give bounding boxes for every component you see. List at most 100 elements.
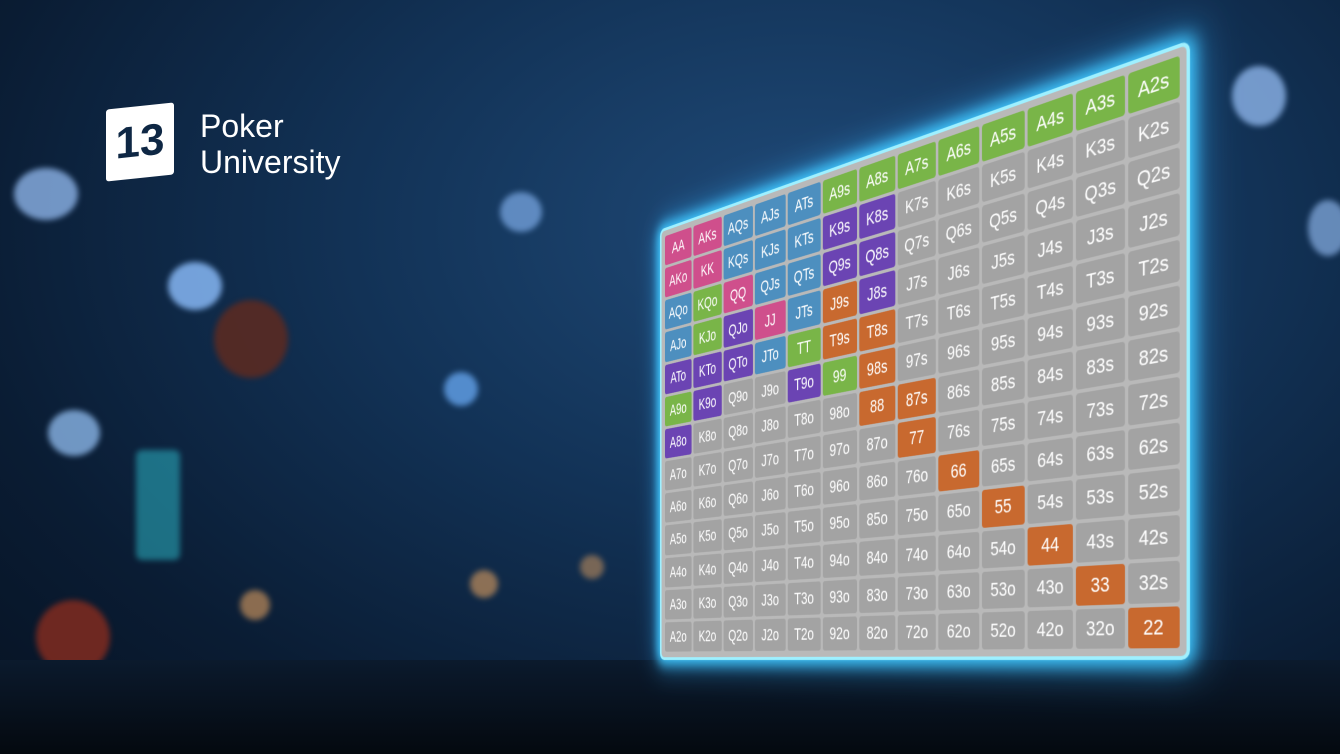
hand-cell: 86o — [859, 461, 896, 501]
hand-cell: 83s — [1076, 341, 1125, 391]
hand-cell: 87o — [859, 423, 896, 464]
bokeh — [14, 168, 78, 220]
hand-cell: J9o — [754, 370, 786, 410]
hand-cell: 98s — [859, 346, 896, 389]
hand-cell: J2o — [754, 618, 786, 652]
hand-cell: T8o — [787, 399, 821, 439]
hand-cell: 92o — [822, 616, 857, 651]
hand-cell: A7o — [664, 457, 692, 491]
hand-cell: 76o — [897, 456, 937, 497]
hand-cell: A6o — [664, 489, 692, 523]
hand-cell: J8s — [859, 270, 896, 315]
hand-cell: KJs — [754, 229, 786, 271]
hand-cell: 54o — [981, 527, 1025, 569]
hand-cell: Q7o — [723, 446, 753, 483]
hand-cell: QTs — [787, 254, 821, 297]
hand-cell: A9o — [664, 391, 692, 427]
hand-cell: KK — [693, 250, 722, 290]
hand-cell: J6o — [754, 476, 786, 513]
hand-cell: 63s — [1076, 430, 1125, 477]
hand-cell: T3o — [787, 581, 821, 616]
hand-cell: 54s — [1027, 480, 1074, 524]
bokeh — [168, 262, 222, 310]
hand-cell: Q9s — [822, 243, 857, 287]
hand-cell: 73s — [1076, 385, 1125, 434]
hand-cell: T8s — [859, 308, 896, 352]
hand-cell: Q9o — [723, 377, 753, 416]
logo-text: University — [200, 144, 341, 180]
hand-cell: 95o — [822, 504, 857, 542]
hand-cell: 84s — [1027, 351, 1074, 399]
hand-cell: Q4o — [723, 550, 753, 584]
hand-cell: 32s — [1127, 560, 1180, 604]
hand-cell: 64o — [938, 531, 980, 571]
hand-cell: J4s — [1027, 222, 1074, 273]
hand-cell: KTo — [693, 351, 722, 389]
hand-cell: 74s — [1027, 394, 1074, 440]
hand-cell: K5o — [693, 519, 722, 553]
hand-cell: 53s — [1076, 474, 1125, 520]
hand-cell: 82o — [859, 615, 896, 651]
hand-cell: 44 — [1027, 523, 1074, 566]
bokeh — [1232, 66, 1286, 126]
hand-cell: 94s — [1027, 308, 1074, 357]
hand-cell: AJo — [664, 325, 692, 363]
hand-cell: K9o — [693, 384, 722, 421]
hand-cell: 88 — [859, 385, 896, 427]
hand-cell: J4o — [754, 547, 786, 582]
table-surface — [0, 660, 1340, 754]
hand-cell: J3o — [754, 583, 786, 617]
hand-cell: 42s — [1127, 514, 1180, 560]
hand-cell: TT — [787, 326, 821, 368]
hand-cell: 77 — [897, 416, 937, 459]
hand-cell: T7s — [897, 298, 937, 344]
hand-cell: A4o — [664, 555, 692, 588]
hand-cell: 74o — [897, 535, 937, 574]
hand-cell: QJo — [723, 308, 753, 348]
bokeh — [1308, 200, 1340, 256]
hand-cell: K7o — [693, 452, 722, 487]
hand-cell: T9o — [787, 363, 821, 403]
hand-cell: 98o — [822, 392, 857, 433]
light — [136, 450, 180, 560]
logo-text: Poker — [200, 108, 284, 144]
hand-cell: JTo — [754, 335, 786, 375]
hand-cell: 75s — [981, 402, 1025, 447]
hand-cell: T5s — [981, 277, 1025, 325]
hand-cell: 42o — [1027, 609, 1074, 650]
hand-cell: 95s — [981, 318, 1025, 366]
hand-cell: 66 — [938, 450, 980, 492]
hand-cell: 33 — [1076, 563, 1125, 606]
hand-cell: J9s — [822, 280, 857, 324]
hand-cell: 87s — [897, 377, 937, 420]
hand-cell: AKo — [664, 259, 692, 298]
bokeh — [444, 372, 478, 406]
hand-cell: K4o — [693, 553, 722, 586]
hand-cell: QJs — [754, 264, 786, 306]
hand-cell: Q8o — [723, 412, 753, 449]
hand-cell: 43o — [1027, 566, 1074, 608]
bokeh — [240, 590, 270, 620]
hand-cell: Q5o — [723, 515, 753, 551]
hand-cell: T7o — [787, 435, 821, 474]
hand-cell: 72s — [1127, 376, 1180, 426]
hand-cell: J7o — [754, 441, 786, 479]
hand-cell: Q6s — [938, 207, 980, 256]
hand-cell: A5o — [664, 522, 692, 556]
hand-cell: Q3o — [723, 585, 753, 618]
bokeh — [580, 555, 604, 579]
logo-mark: 13 — [106, 102, 174, 182]
hand-cell: 65s — [981, 444, 1025, 488]
hand-cell: 62s — [1127, 422, 1180, 471]
hand-cell: Q2o — [723, 619, 753, 652]
hand-cell: KQs — [723, 239, 753, 281]
hand-cell: KQo — [693, 283, 722, 323]
hand-cell: 32o — [1076, 607, 1125, 649]
hand-cell: 52s — [1127, 468, 1180, 515]
hand-cell: 63o — [938, 571, 980, 611]
hand-cell: A3o — [664, 588, 692, 620]
hand-cell: J8o — [754, 406, 786, 444]
hand-cell: K2o — [693, 620, 722, 652]
hand-cell: 53o — [981, 569, 1025, 609]
range-grid: AA AKs AQs AJs ATs A9s A8s A7s A6s A5s A4s A3s A2s AK… — [659, 40, 1190, 660]
